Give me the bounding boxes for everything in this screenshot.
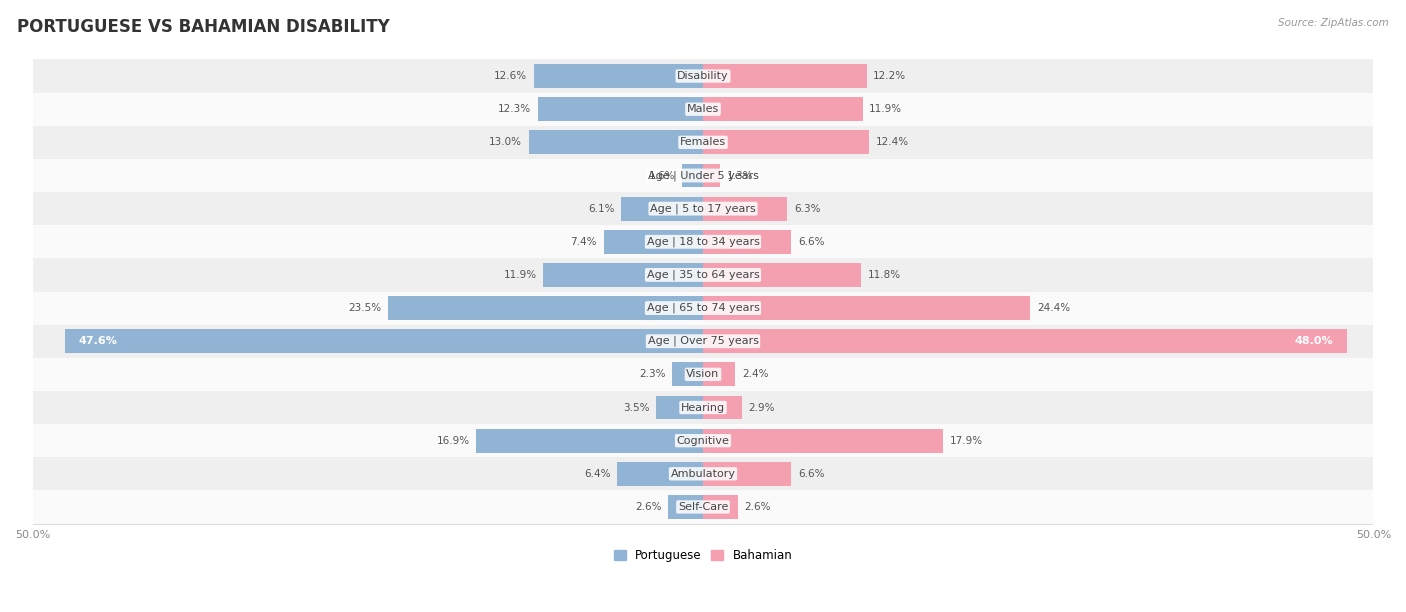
Bar bbox=[538, 97, 703, 121]
Text: 16.9%: 16.9% bbox=[437, 436, 470, 446]
Text: 2.3%: 2.3% bbox=[638, 370, 665, 379]
Text: 6.1%: 6.1% bbox=[588, 204, 614, 214]
Text: Age | Under 5 years: Age | Under 5 years bbox=[648, 170, 758, 181]
Bar bbox=[703, 296, 1031, 320]
Bar bbox=[603, 230, 703, 254]
Text: 7.4%: 7.4% bbox=[571, 237, 598, 247]
Bar bbox=[703, 263, 862, 287]
Text: Age | 5 to 17 years: Age | 5 to 17 years bbox=[650, 203, 756, 214]
Text: Cognitive: Cognitive bbox=[676, 436, 730, 446]
Text: 12.3%: 12.3% bbox=[498, 104, 531, 114]
Text: 6.6%: 6.6% bbox=[799, 469, 825, 479]
Text: 6.3%: 6.3% bbox=[794, 204, 821, 214]
Text: Age | 65 to 74 years: Age | 65 to 74 years bbox=[647, 303, 759, 313]
Text: 3.5%: 3.5% bbox=[623, 403, 650, 412]
Bar bbox=[544, 263, 703, 287]
Text: 2.6%: 2.6% bbox=[745, 502, 770, 512]
Bar bbox=[657, 395, 703, 419]
Text: 17.9%: 17.9% bbox=[949, 436, 983, 446]
Bar bbox=[703, 97, 862, 121]
Text: 13.0%: 13.0% bbox=[489, 137, 522, 147]
Bar bbox=[32, 291, 1374, 324]
Bar bbox=[32, 126, 1374, 159]
Bar bbox=[534, 64, 703, 88]
Bar bbox=[703, 196, 787, 220]
Text: 12.2%: 12.2% bbox=[873, 71, 907, 81]
Legend: Portuguese, Bahamian: Portuguese, Bahamian bbox=[610, 546, 796, 566]
Bar bbox=[703, 395, 742, 419]
Text: PORTUGUESE VS BAHAMIAN DISABILITY: PORTUGUESE VS BAHAMIAN DISABILITY bbox=[17, 18, 389, 36]
Text: 2.9%: 2.9% bbox=[748, 403, 775, 412]
Bar bbox=[617, 462, 703, 486]
Text: 2.4%: 2.4% bbox=[742, 370, 769, 379]
Text: 11.8%: 11.8% bbox=[868, 270, 901, 280]
Text: 11.9%: 11.9% bbox=[869, 104, 903, 114]
Bar bbox=[32, 92, 1374, 126]
Text: Ambulatory: Ambulatory bbox=[671, 469, 735, 479]
Text: 47.6%: 47.6% bbox=[79, 336, 117, 346]
Bar bbox=[672, 362, 703, 386]
Text: 1.6%: 1.6% bbox=[648, 171, 675, 181]
Bar bbox=[388, 296, 703, 320]
Text: 1.3%: 1.3% bbox=[727, 171, 754, 181]
Bar bbox=[703, 495, 738, 519]
Bar bbox=[668, 495, 703, 519]
Text: Source: ZipAtlas.com: Source: ZipAtlas.com bbox=[1278, 18, 1389, 28]
Bar bbox=[703, 230, 792, 254]
Text: 48.0%: 48.0% bbox=[1295, 336, 1333, 346]
Text: Vision: Vision bbox=[686, 370, 720, 379]
Text: Age | 35 to 64 years: Age | 35 to 64 years bbox=[647, 270, 759, 280]
Bar bbox=[32, 424, 1374, 457]
Bar bbox=[703, 362, 735, 386]
Text: Self-Care: Self-Care bbox=[678, 502, 728, 512]
Bar bbox=[703, 429, 943, 453]
Text: 23.5%: 23.5% bbox=[349, 303, 381, 313]
Bar bbox=[477, 429, 703, 453]
Bar bbox=[65, 329, 703, 353]
Text: 24.4%: 24.4% bbox=[1036, 303, 1070, 313]
Text: Males: Males bbox=[688, 104, 718, 114]
Bar bbox=[32, 225, 1374, 258]
Text: 6.6%: 6.6% bbox=[799, 237, 825, 247]
Bar bbox=[32, 192, 1374, 225]
Bar bbox=[32, 391, 1374, 424]
Bar bbox=[703, 163, 720, 187]
Text: Disability: Disability bbox=[678, 71, 728, 81]
Text: 11.9%: 11.9% bbox=[503, 270, 537, 280]
Bar bbox=[32, 159, 1374, 192]
Bar bbox=[703, 64, 866, 88]
Text: 2.6%: 2.6% bbox=[636, 502, 661, 512]
Bar bbox=[32, 358, 1374, 391]
Bar bbox=[529, 130, 703, 154]
Bar bbox=[703, 130, 869, 154]
Text: Females: Females bbox=[681, 137, 725, 147]
Text: 6.4%: 6.4% bbox=[583, 469, 610, 479]
Text: Age | Over 75 years: Age | Over 75 years bbox=[648, 336, 758, 346]
Bar bbox=[32, 258, 1374, 291]
Text: Age | 18 to 34 years: Age | 18 to 34 years bbox=[647, 237, 759, 247]
Text: 12.4%: 12.4% bbox=[876, 137, 910, 147]
Bar bbox=[32, 324, 1374, 358]
Bar bbox=[32, 490, 1374, 523]
Bar bbox=[621, 196, 703, 220]
Bar bbox=[703, 329, 1347, 353]
Bar bbox=[32, 59, 1374, 92]
Bar bbox=[703, 462, 792, 486]
Text: Hearing: Hearing bbox=[681, 403, 725, 412]
Text: 12.6%: 12.6% bbox=[495, 71, 527, 81]
Bar bbox=[682, 163, 703, 187]
Bar bbox=[32, 457, 1374, 490]
